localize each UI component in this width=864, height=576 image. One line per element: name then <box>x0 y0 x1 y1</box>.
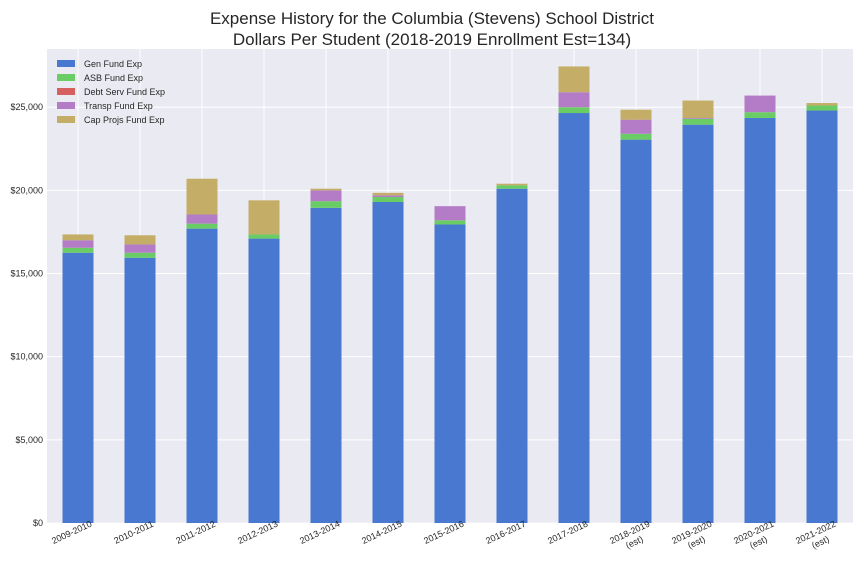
bar-segment <box>310 190 342 202</box>
bar-segment <box>310 201 342 208</box>
x-tick-label: 2021-2022(est) <box>794 519 842 556</box>
chart-subtitle: Dollars Per Student (2018-2019 Enrollmen… <box>232 30 632 49</box>
bar-segment <box>434 220 466 225</box>
bar-segment <box>248 238 280 523</box>
bar-segment <box>620 119 652 134</box>
legend-label: Gen Fund Exp <box>84 59 142 69</box>
bar-segment <box>620 133 652 140</box>
legend-swatch <box>57 102 75 109</box>
legend-label: Debt Serv Fund Exp <box>84 87 165 97</box>
bar-segment <box>496 188 528 523</box>
bars <box>62 66 838 524</box>
bar-segment <box>186 223 218 229</box>
bar-segment <box>682 100 714 119</box>
bar-segment <box>310 188 342 191</box>
bar-segment <box>310 207 342 523</box>
bar-segment <box>558 107 590 114</box>
bar-segment <box>620 109 652 120</box>
bar-segment <box>62 234 94 241</box>
x-axis-ticks: 2009-2010 2010-2011 2011-2012 2012-2013 2013… <box>50 519 842 556</box>
legend-swatch <box>57 116 75 123</box>
bar-segment <box>682 118 714 119</box>
bar-segment <box>558 113 590 523</box>
bar-segment <box>248 234 280 239</box>
bar-segment <box>682 118 714 125</box>
bar-segment <box>806 103 838 106</box>
bar-segment <box>372 197 404 203</box>
bar-segment <box>186 228 218 524</box>
bar-segment <box>496 185 528 189</box>
legend: Gen Fund Exp ASB Fund Exp Debt Serv Fund E… <box>57 59 165 125</box>
bar-segment <box>62 240 94 248</box>
bar-segment <box>124 244 156 253</box>
y-tick-label: $15,000 <box>10 269 43 279</box>
bar-segment <box>186 214 218 224</box>
y-tick-label: $10,000 <box>10 352 43 362</box>
bar-segment <box>744 112 776 119</box>
bar-segment <box>62 252 94 523</box>
bar-segment <box>744 95 776 113</box>
bar-segment <box>682 124 714 524</box>
bar-segment <box>62 247 94 253</box>
y-tick-label: $25,000 <box>10 102 43 112</box>
chart-title: Expense History for the Columbia (Steven… <box>209 9 655 28</box>
bar-segment <box>434 224 466 523</box>
bar-segment <box>248 200 280 235</box>
bar-segment <box>744 118 776 523</box>
bar-segment <box>620 139 652 524</box>
bar-segment <box>806 110 838 524</box>
bar-segment <box>124 257 156 523</box>
bar-segment <box>372 195 404 198</box>
legend-label: Transp Fund Exp <box>84 101 153 111</box>
x-tick-label: 2019-2020(est) <box>670 519 718 556</box>
bar-segment <box>496 183 528 186</box>
y-tick-label: $0 <box>33 518 43 528</box>
bar-segment <box>558 66 590 93</box>
bar-segment <box>186 178 218 215</box>
bar-segment <box>434 206 466 221</box>
bar-segment <box>558 92 590 108</box>
legend-label: Cap Projs Fund Exp <box>84 115 165 125</box>
legend-swatch <box>57 74 75 81</box>
bar-segment <box>124 252 156 258</box>
legend-swatch <box>57 88 75 95</box>
y-tick-label: $20,000 <box>10 185 43 195</box>
bar-segment <box>124 235 156 245</box>
y-tick-label: $5,000 <box>15 435 43 445</box>
x-tick-label: 2018-2019(est) <box>608 519 656 556</box>
y-axis-ticks: $0 $5,000 $10,000 $15,000 $20,000 $25,000 <box>10 102 43 528</box>
bar-segment <box>806 105 838 111</box>
bar-segment <box>372 202 404 523</box>
legend-swatch <box>57 60 75 67</box>
x-tick-label: 2020-2021(est) <box>732 519 780 556</box>
legend-label: ASB Fund Exp <box>84 73 143 83</box>
bar-segment <box>372 192 404 196</box>
